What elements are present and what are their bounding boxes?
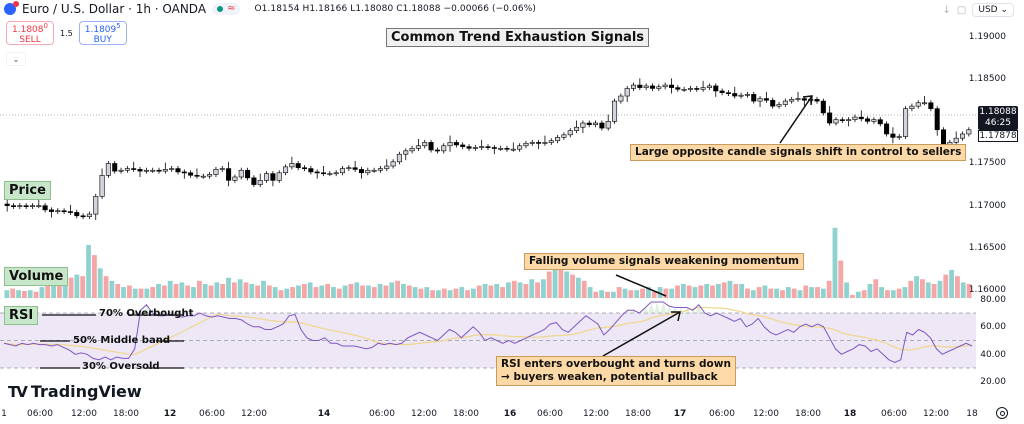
price-panel-label: Price	[4, 181, 51, 200]
spread-value: 1.5	[60, 28, 73, 38]
candle-arrow-line	[779, 95, 813, 144]
buy-price-pip: 5	[116, 22, 121, 30]
sell-label: SELL	[19, 35, 41, 45]
data-delay-icon: ≈	[227, 3, 236, 14]
rsi-note-line2: → buyers weaken, potential pullback	[501, 371, 718, 383]
rsi-tick: 60.00	[980, 322, 1006, 332]
time-axis-label: 18:00	[625, 409, 651, 419]
tradingview-wordmark: TradingView	[30, 382, 142, 401]
candle-arrow-head	[802, 95, 813, 106]
ohlc-values: O1.18154 H1.18166 L1.18080 C1.18088 −0.0…	[254, 4, 536, 14]
symbol-title[interactable]: Euro / U.S. Dollar · 1h · OANDA	[22, 2, 207, 16]
time-axis-label: 17	[673, 409, 687, 419]
price-tick: 1.19000	[968, 32, 1006, 42]
collapse-legend-button[interactable]: ⌄	[6, 52, 26, 66]
time-axis-label: 12	[163, 409, 177, 419]
top-right-controls: ↓ ▢ USD ⌄	[943, 3, 1014, 17]
candle-signal-note: Large opposite candle signals shift in c…	[630, 144, 967, 161]
rsi-overbought-label: 70% Overbought	[99, 308, 194, 319]
price-tick: 1.17500	[968, 158, 1006, 168]
time-axis-label: 06:00	[537, 409, 563, 419]
time-axis-label: 06:00	[369, 409, 395, 419]
time-axis-label: 18:00	[795, 409, 821, 419]
volume-bars	[4, 227, 972, 298]
time-axis-label: 12:00	[923, 409, 949, 419]
time-axis-label: 18:00	[453, 409, 479, 419]
rsi-arrow-line	[602, 311, 681, 357]
tradingview-mark-icon: TV	[8, 382, 28, 401]
symbol-header: Euro / U.S. Dollar · 1h · OANDA ≈ O1.181…	[4, 1, 536, 16]
settings-gear-icon[interactable]	[996, 407, 1008, 419]
time-axis-label: 12:00	[71, 409, 97, 419]
volume-panel-label: Volume	[4, 267, 69, 286]
buy-button[interactable]: 1.18095 BUY	[78, 21, 127, 45]
bar-countdown: 46:25	[985, 118, 1011, 128]
price-tick: 1.16500	[968, 243, 1006, 253]
sell-price: 1.1808	[12, 25, 44, 35]
chevron-down-icon: ⌄	[12, 54, 20, 64]
time-axis-label: 06:00	[709, 409, 735, 419]
currency-select[interactable]: USD ⌄	[972, 3, 1014, 17]
time-axis-label: 12:00	[583, 409, 609, 419]
arrow-down-icon[interactable]: ↓	[942, 4, 951, 16]
rsi-note-line1: RSI enters overbought and turns down	[501, 358, 731, 370]
buy-price: 1.1809	[84, 25, 117, 35]
time-axis-label: 06:00	[881, 409, 907, 419]
rsi-tick: 20.00	[980, 377, 1006, 387]
secondary-price-tag: 1.17878	[978, 130, 1018, 142]
rsi-oversold-label: 30% Oversold	[82, 361, 160, 372]
time-axis-label: 16	[503, 409, 517, 419]
candlesticks	[4, 78, 972, 221]
rsi-panel-label: RSI	[4, 306, 39, 325]
time-axis-label: 06:00	[27, 409, 53, 419]
trade-panel: 1.18080 SELL 1.5 1.18095 BUY	[6, 21, 127, 45]
time-axis-label: 12:00	[241, 409, 267, 419]
rsi-signal-note: RSI enters overbought and turns down → b…	[496, 356, 736, 386]
rsi-middle-label: 50% Middle band	[73, 335, 170, 346]
buy-label: BUY	[93, 35, 112, 45]
fullscreen-icon[interactable]: ▢	[956, 4, 967, 16]
rsi-tick: 40.00	[980, 350, 1006, 360]
current-price: 1.18088	[979, 107, 1017, 117]
market-status-pill[interactable]: ≈	[212, 3, 241, 15]
sell-button[interactable]: 1.18080 SELL	[6, 21, 54, 45]
market-open-dot-icon	[217, 6, 224, 12]
time-axis-label: 06:00	[199, 409, 225, 419]
tradingview-logo[interactable]: TV TradingView	[8, 382, 142, 401]
price-tick: 1.17000	[968, 201, 1006, 211]
time-axis-label: 18:00	[113, 409, 139, 419]
time-axis-label: 18	[966, 409, 978, 419]
eurusd-flag-icon	[4, 1, 19, 15]
volume-trend-line	[615, 274, 667, 297]
price-tick: 1.18500	[968, 74, 1006, 84]
time-axis-label: 14	[317, 409, 331, 419]
currency-label: USD	[978, 5, 998, 15]
time-axis-label: 12:00	[753, 409, 779, 419]
current-price-tag: 1.18088 46:25	[978, 106, 1018, 130]
sell-price-pip: 0	[43, 22, 48, 30]
volume-signal-note: Falling volume signals weakening momentu…	[524, 253, 804, 270]
rsi-arrow-head	[671, 311, 681, 322]
rsi-tick: 80.00	[980, 295, 1006, 305]
time-axis-label: 1	[1, 409, 7, 419]
time-axis-label: 12:00	[411, 409, 437, 419]
chart-title: Common Trend Exhaustion Signals	[386, 28, 650, 47]
rsi-overbought-fill	[137, 302, 702, 313]
price-tick: 1.16000	[968, 285, 1006, 295]
time-axis-label: 18	[843, 409, 857, 419]
